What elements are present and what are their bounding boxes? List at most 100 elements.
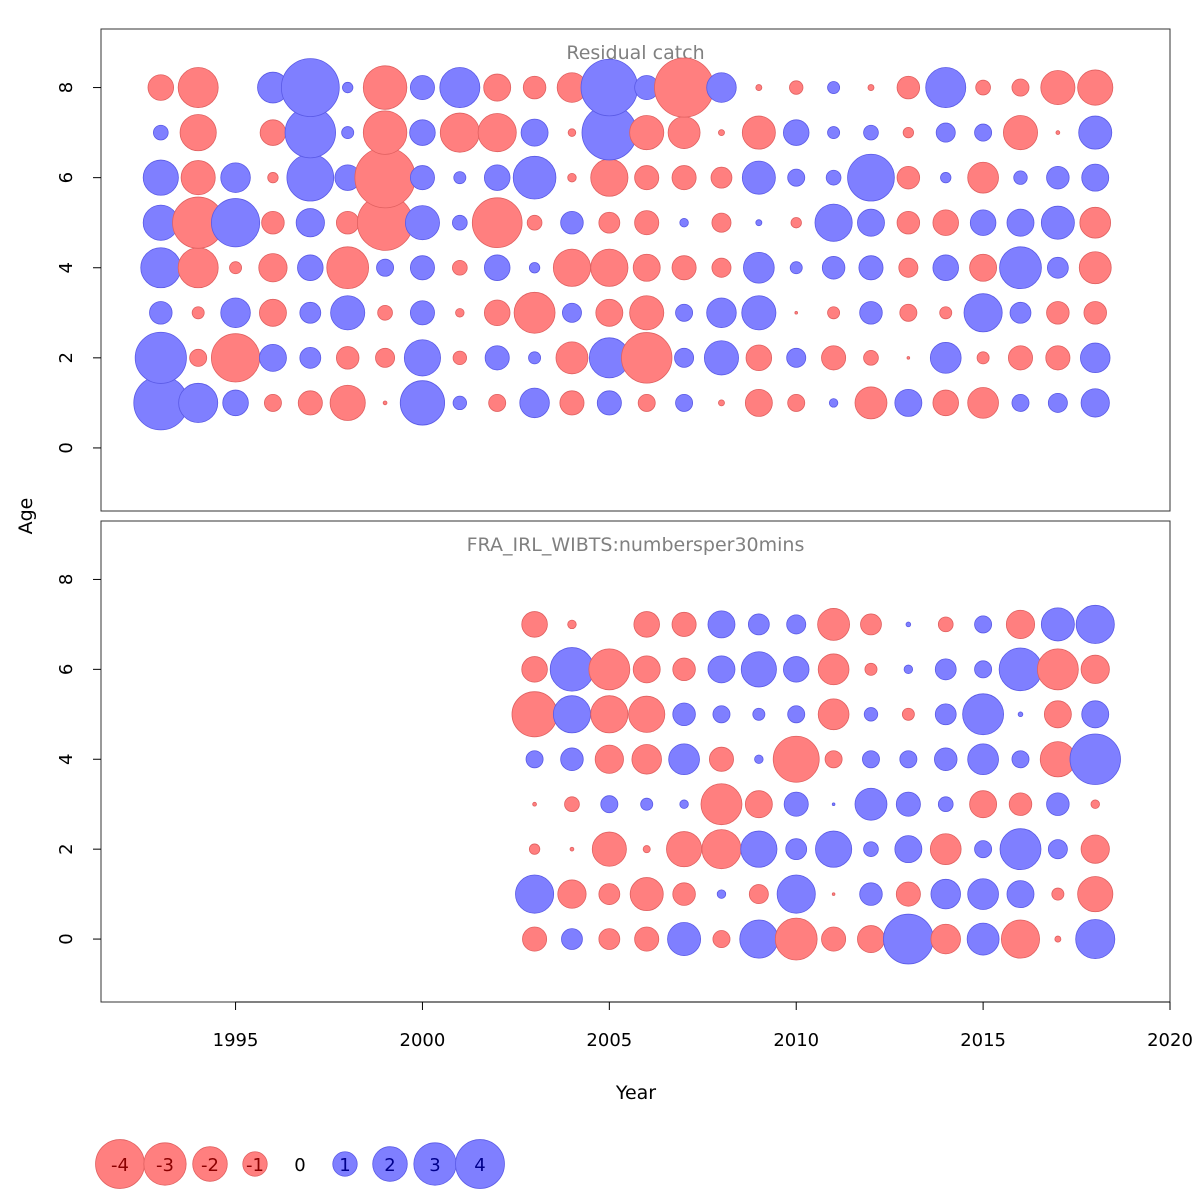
- legend-bubble: [332, 1151, 358, 1177]
- bubble-negative: [483, 299, 511, 327]
- bubble-positive: [1017, 711, 1024, 718]
- y-tick-label: 8: [56, 82, 77, 93]
- bubble-positive: [703, 340, 739, 376]
- bubble-negative: [628, 695, 666, 733]
- bubble-positive: [883, 913, 934, 965]
- bubble-positive: [515, 874, 555, 914]
- bubble-positive: [1080, 342, 1111, 374]
- bubble-positive: [862, 750, 880, 769]
- legend-label: 0: [294, 1155, 305, 1176]
- bubble-positive: [560, 747, 584, 771]
- bubble-positive: [857, 208, 885, 237]
- bubble-positive: [222, 389, 249, 417]
- bubble-positive: [667, 922, 702, 956]
- bubble-negative: [967, 387, 999, 419]
- legend-label: -4: [111, 1155, 129, 1176]
- bubble-positive: [783, 791, 809, 817]
- bubble-negative: [896, 75, 921, 100]
- legend-label: 2: [384, 1155, 395, 1176]
- bubble-negative: [1090, 799, 1100, 809]
- bubble-negative: [794, 311, 798, 315]
- bubble-positive: [528, 351, 542, 365]
- bubble-negative: [790, 217, 802, 229]
- bubble-negative: [1005, 609, 1036, 639]
- bubble-negative: [867, 84, 875, 91]
- y-tick-label: 0: [56, 442, 77, 453]
- bubble-positive: [783, 656, 810, 683]
- bubble-positive: [520, 118, 549, 147]
- bubble-negative: [898, 257, 919, 278]
- y-tick-label: 8: [56, 574, 77, 585]
- bubble-positive: [787, 705, 806, 724]
- bubble-negative: [569, 846, 575, 852]
- bubble-positive: [220, 297, 251, 328]
- bubble-negative: [821, 926, 847, 952]
- bubble-positive: [740, 830, 778, 868]
- bubble-positive: [1009, 301, 1032, 324]
- bubble-positive: [452, 395, 467, 411]
- bubble-positive: [1047, 392, 1068, 413]
- bubble-negative: [189, 348, 208, 367]
- x-tick-label: 2010: [773, 1030, 819, 1051]
- bubble-negative: [863, 350, 879, 366]
- bubble-negative: [748, 884, 769, 905]
- bubble-positive: [847, 153, 895, 202]
- bubble-positive: [1047, 256, 1069, 279]
- bubble-positive: [821, 256, 846, 280]
- bubble-series: [511, 604, 1121, 965]
- bubble-negative: [629, 295, 665, 331]
- bubble-negative: [741, 115, 776, 150]
- bubble-negative: [700, 783, 743, 826]
- bubble-negative: [787, 393, 806, 412]
- bubble-positive: [754, 754, 764, 764]
- bubble-negative: [179, 114, 217, 152]
- bubble-negative: [1011, 78, 1030, 97]
- bubble-positive: [552, 695, 591, 734]
- bubble-negative: [1003, 115, 1038, 151]
- bubble-negative: [671, 255, 697, 281]
- bubble-negative: [932, 209, 959, 236]
- bubble-negative: [634, 165, 660, 191]
- bubble-negative: [455, 308, 465, 318]
- bubble-positive: [739, 919, 779, 959]
- bubble-negative: [1000, 919, 1040, 959]
- bubble-positive: [707, 610, 736, 639]
- y-tick-label: 4: [56, 754, 77, 765]
- bubble-negative: [326, 246, 370, 290]
- bubble-negative: [567, 619, 577, 630]
- x-tick-label: 2005: [586, 1030, 632, 1051]
- bubble-negative: [634, 210, 660, 236]
- bubble-positive: [863, 707, 879, 722]
- bubble-negative: [263, 393, 282, 412]
- bubble-negative: [588, 648, 631, 691]
- bubble-negative: [147, 74, 175, 101]
- bubble-negative: [976, 351, 990, 365]
- bubble-positive: [741, 160, 776, 195]
- bubble-negative: [710, 166, 733, 189]
- bubble-negative: [967, 161, 999, 194]
- bubble-positive: [743, 251, 775, 284]
- bubble-negative: [632, 655, 661, 684]
- bubble-positive: [178, 382, 219, 423]
- bubble-negative: [590, 248, 629, 287]
- bubble-positive: [863, 841, 879, 857]
- bubble-negative: [594, 744, 624, 774]
- bubble-negative: [906, 356, 911, 360]
- bubble-negative: [631, 744, 662, 775]
- bubble-positive: [932, 254, 959, 281]
- bubble-positive: [149, 301, 173, 325]
- bubble-negative: [821, 345, 847, 371]
- bubble-negative: [1077, 69, 1114, 106]
- y-tick-label: 6: [56, 664, 77, 675]
- bubble-negative: [522, 926, 548, 952]
- bubble-negative: [522, 75, 547, 100]
- bubble-negative: [590, 695, 629, 734]
- bubble-positive: [404, 205, 440, 241]
- bubble-negative: [744, 388, 773, 417]
- bubble-positive: [998, 647, 1043, 692]
- bubble-positive: [935, 122, 956, 143]
- bubble-positive: [342, 81, 354, 94]
- bubble-positive: [1081, 163, 1110, 192]
- legend-bubble: [143, 1142, 187, 1186]
- bubble-negative: [629, 877, 664, 912]
